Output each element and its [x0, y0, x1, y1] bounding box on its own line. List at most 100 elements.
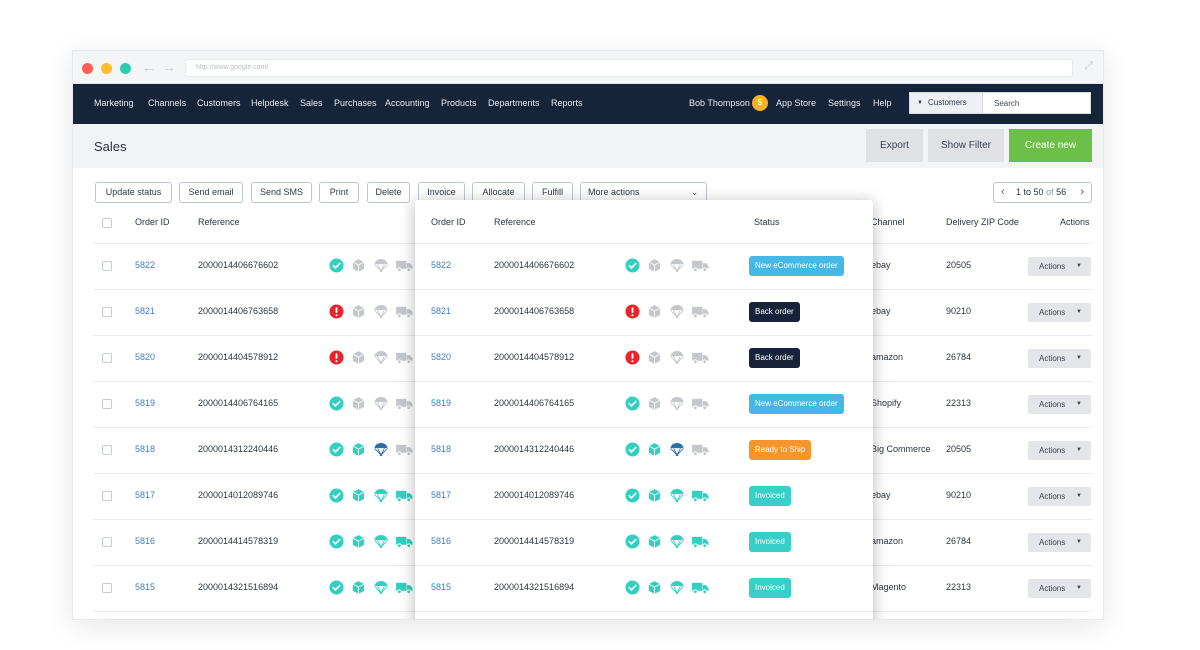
overlay-order-id-link[interactable]: 5817 [431, 490, 452, 500]
status-badge: Invoiced [749, 486, 791, 506]
nav-departments[interactable]: Departments [488, 98, 540, 108]
overlay-order-id-link[interactable]: 5820 [431, 352, 452, 362]
nav-purchases[interactable]: Purchases [334, 98, 377, 108]
overlay-fulfillment-icons [625, 258, 715, 274]
nav-app-store[interactable]: App Store [776, 98, 817, 108]
show-filter-button[interactable]: Show Filter [928, 129, 1004, 162]
overlay-fulfillment-icons [625, 580, 715, 596]
overlay-column-header-order-id[interactable]: Order ID [431, 217, 466, 227]
nav-marketing[interactable]: Marketing [94, 98, 134, 108]
row-checkbox[interactable] [102, 353, 112, 363]
user-notification-badge[interactable]: 5 [752, 95, 768, 111]
row-actions-button[interactable]: Actions ▼ [1028, 257, 1091, 276]
overlay-order-id-link[interactable]: 5821 [431, 306, 452, 316]
address-bar[interactable]: http://www.google.com/ [185, 59, 1073, 77]
overlay-order-id-link[interactable]: 5822 [431, 260, 452, 270]
order-reference: 2000014312240446 [198, 444, 279, 454]
caret-down-icon: ▼ [1076, 585, 1082, 591]
order-id-link[interactable]: 5818 [135, 444, 156, 454]
update-status-button[interactable]: Update status [95, 182, 172, 203]
row-checkbox[interactable] [102, 445, 112, 455]
parachute-grey-icon [669, 350, 685, 370]
order-id-link[interactable]: 5820 [135, 352, 156, 362]
column-header-order-id[interactable]: Order ID [135, 217, 170, 227]
row-checkbox[interactable] [102, 537, 112, 547]
minimize-window-dot[interactable] [101, 63, 112, 74]
user-name[interactable]: Bob Thompson [689, 98, 750, 108]
row-checkbox[interactable] [102, 399, 112, 409]
nav-reports[interactable]: Reports [551, 98, 583, 108]
row-checkbox[interactable] [102, 261, 112, 271]
search-scope-select[interactable]: ▼ Customers [910, 93, 983, 113]
check-icon [625, 488, 640, 508]
caret-down-icon: ▼ [1076, 539, 1082, 545]
status-badge: Invoiced [749, 578, 791, 598]
send-email-button[interactable]: Send email [179, 182, 243, 203]
row-actions-button[interactable]: Actions ▼ [1028, 303, 1091, 322]
fulfillment-icons [329, 488, 419, 504]
allocate-button[interactable]: Allocate [472, 182, 525, 203]
order-id-link[interactable]: 5821 [135, 306, 156, 316]
row-actions-button[interactable]: Actions ▼ [1028, 441, 1091, 460]
send-sms-button[interactable]: Send SMS [251, 182, 312, 203]
nav-accounting[interactable]: Accounting [385, 98, 430, 108]
forward-arrow-icon[interactable]: → [162, 59, 176, 75]
overlay-order-reference: 2000014406676602 [494, 260, 575, 270]
row-checkbox[interactable] [102, 583, 112, 593]
row-checkbox[interactable] [102, 307, 112, 317]
row-actions-button[interactable]: Actions ▼ [1028, 487, 1091, 506]
row-actions-button[interactable]: Actions ▼ [1028, 349, 1091, 368]
export-button[interactable]: Export [866, 129, 923, 162]
column-header-zip[interactable]: Delivery ZIP Code [946, 217, 1019, 227]
overlay-order-id-link[interactable]: 5819 [431, 398, 452, 408]
print-button[interactable]: Print [319, 182, 359, 203]
box-teal-icon [351, 580, 366, 600]
column-header-actions: Actions [1060, 217, 1090, 227]
select-all-checkbox[interactable] [102, 218, 112, 228]
nav-channels[interactable]: Channels [148, 98, 187, 108]
overlay-order-id-link[interactable]: 5816 [431, 536, 452, 546]
nav-settings[interactable]: Settings [828, 98, 861, 108]
parachute-teal-icon [669, 488, 685, 508]
row-actions-button[interactable]: Actions ▼ [1028, 533, 1091, 552]
nav-help[interactable]: Help [873, 98, 892, 108]
nav-sales[interactable]: Sales [300, 98, 323, 108]
check-icon [625, 534, 640, 554]
create-new-button[interactable]: Create new [1009, 129, 1092, 162]
row-actions-label: Actions [1039, 400, 1066, 409]
parachute-grey-icon [669, 396, 685, 416]
order-id-link[interactable]: 5817 [135, 490, 156, 500]
overlay-column-header-reference[interactable]: Reference [494, 217, 536, 227]
check-icon [329, 534, 344, 554]
expand-icon[interactable]: ⤢ [1084, 60, 1093, 72]
box-grey-icon [351, 304, 366, 324]
delete-button[interactable]: Delete [367, 182, 410, 203]
column-header-reference[interactable]: Reference [198, 217, 240, 227]
next-page-icon[interactable]: › [1080, 186, 1084, 198]
truck-grey-icon [691, 350, 710, 370]
order-id-link[interactable]: 5822 [135, 260, 156, 270]
back-arrow-icon[interactable]: ← [142, 59, 156, 75]
overlay-column-header-status[interactable]: Status [754, 217, 780, 227]
nav-helpdesk[interactable]: Helpdesk [251, 98, 289, 108]
close-window-dot[interactable] [82, 63, 93, 74]
order-id-link[interactable]: 5815 [135, 582, 156, 592]
box-grey-icon [647, 350, 662, 370]
row-actions-label: Actions [1039, 354, 1066, 363]
box-teal-icon [647, 442, 662, 462]
search-input[interactable] [984, 93, 1090, 113]
nav-customers[interactable]: Customers [197, 98, 241, 108]
prev-page-icon[interactable]: ‹ [1001, 186, 1005, 198]
row-actions-button[interactable]: Actions ▼ [1028, 579, 1091, 598]
column-header-channel[interactable]: Channel [871, 217, 905, 227]
row-checkbox[interactable] [102, 491, 112, 501]
order-id-link[interactable]: 5819 [135, 398, 156, 408]
row-actions-label: Actions [1039, 538, 1066, 547]
maximize-window-dot[interactable] [120, 63, 131, 74]
overlay-order-id-link[interactable]: 5818 [431, 444, 452, 454]
row-actions-button[interactable]: Actions ▼ [1028, 395, 1091, 414]
nav-products[interactable]: Products [441, 98, 477, 108]
overlay-order-id-link[interactable]: 5815 [431, 582, 452, 592]
order-channel: ebay [871, 260, 891, 270]
order-id-link[interactable]: 5816 [135, 536, 156, 546]
